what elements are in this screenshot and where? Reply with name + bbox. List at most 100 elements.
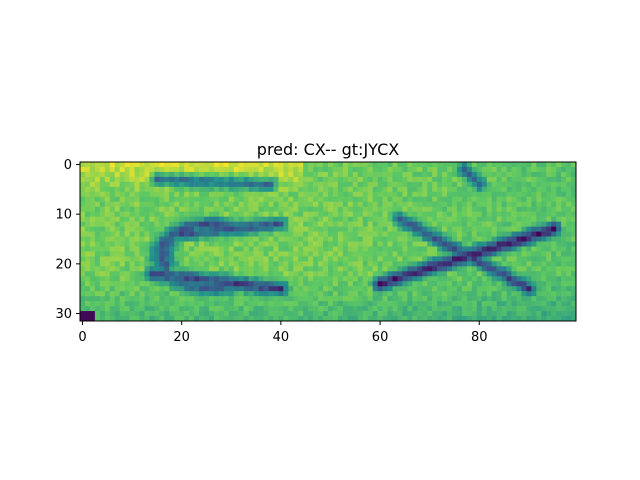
heatmap-cell — [303, 301, 309, 307]
heatmap-cell — [258, 231, 264, 237]
heatmap-cell — [442, 171, 448, 178]
heatmap-cell — [144, 271, 150, 277]
heatmap-cell — [169, 311, 175, 317]
heatmap-cell — [124, 236, 130, 242]
heatmap-cell — [293, 271, 299, 277]
heatmap-cell — [332, 226, 339, 232]
heatmap-cell — [189, 176, 195, 183]
heatmap-cell — [387, 301, 393, 307]
heatmap-cell — [392, 171, 398, 178]
heatmap-cell — [218, 176, 225, 183]
heatmap-cell — [461, 311, 468, 317]
heatmap-cell — [466, 191, 473, 198]
heatmap-cell — [243, 181, 249, 188]
heatmap-cell — [328, 162, 334, 168]
heatmap-cell — [134, 286, 140, 292]
heatmap-cell — [223, 221, 230, 227]
heatmap-cell — [456, 271, 463, 277]
heatmap-cell — [283, 301, 289, 307]
heatmap-cell — [213, 311, 220, 317]
heatmap-cell — [452, 171, 458, 178]
heatmap-cell — [119, 221, 125, 227]
heatmap-cell — [233, 221, 240, 227]
heatmap-cell — [248, 186, 254, 193]
heatmap-cell — [233, 181, 240, 188]
heatmap-cell — [442, 231, 448, 237]
heatmap-cell — [397, 191, 403, 198]
heatmap-cell — [89, 251, 96, 257]
heatmap-cell — [486, 211, 492, 217]
heatmap-cell — [392, 221, 398, 227]
heatmap-cell — [541, 241, 547, 247]
heatmap-cell — [263, 301, 269, 307]
heatmap-cell — [223, 301, 230, 307]
heatmap-cell — [397, 256, 403, 262]
heatmap-cell — [372, 286, 378, 292]
heatmap-cell — [432, 196, 438, 203]
heatmap-cell — [258, 276, 264, 282]
heatmap-cell — [402, 301, 408, 307]
heatmap-cell — [228, 196, 235, 203]
heatmap-cell — [377, 251, 383, 257]
heatmap-cell — [109, 216, 116, 222]
heatmap-cell — [347, 201, 354, 208]
heatmap-cell — [367, 216, 373, 222]
heatmap-cell — [531, 176, 537, 183]
heatmap-cell — [104, 316, 111, 322]
heatmap-cell — [80, 246, 86, 252]
heatmap-cell — [253, 281, 259, 287]
heatmap-cell — [367, 166, 373, 173]
heatmap-cell — [154, 311, 160, 317]
heatmap-cell — [119, 311, 125, 317]
heatmap-cell — [80, 166, 86, 173]
heatmap-cell — [313, 291, 319, 297]
heatmap-cell — [412, 241, 418, 247]
heatmap-cell — [218, 316, 225, 322]
heatmap-cell — [566, 241, 572, 247]
heatmap-cell — [551, 162, 557, 168]
heatmap-cell — [119, 162, 125, 168]
heatmap-cell — [273, 176, 279, 183]
heatmap-cell — [184, 221, 190, 227]
heatmap-cell — [362, 221, 368, 227]
heatmap-cell — [541, 261, 547, 267]
heatmap-cell — [342, 251, 349, 257]
heatmap-cell — [273, 162, 279, 168]
heatmap-cell — [352, 171, 359, 178]
heatmap-cell — [437, 211, 443, 217]
heatmap-cell — [397, 176, 403, 183]
heatmap-cell — [561, 162, 567, 168]
heatmap-cell — [89, 191, 96, 198]
heatmap-cell — [164, 191, 170, 198]
heatmap-cell — [461, 196, 468, 203]
heatmap-cell — [233, 296, 240, 302]
heatmap-cell — [104, 256, 111, 262]
heatmap-cell — [288, 241, 294, 247]
heatmap-cell — [134, 181, 140, 188]
heatmap-cell — [342, 176, 349, 183]
heatmap-cell — [109, 281, 116, 287]
heatmap-cell — [387, 201, 393, 208]
heatmap-cell — [486, 201, 492, 208]
heatmap-cell — [337, 281, 344, 287]
heatmap-cell — [99, 311, 106, 317]
heatmap-cell — [268, 311, 274, 317]
heatmap-cell — [551, 201, 557, 208]
heatmap-cell — [546, 206, 552, 212]
heatmap-cell — [561, 276, 567, 282]
heatmap-cell — [179, 211, 185, 217]
heatmap-cell — [263, 201, 269, 208]
heatmap-cell — [179, 241, 185, 247]
heatmap-cell — [323, 201, 329, 208]
heatmap-cell — [94, 186, 101, 193]
heatmap-cell — [521, 301, 527, 307]
heatmap-cell — [382, 271, 388, 277]
heatmap-cell — [447, 251, 453, 257]
heatmap-cell — [357, 291, 364, 297]
heatmap-cell — [84, 306, 91, 312]
heatmap-cell — [263, 206, 269, 212]
heatmap-cell — [218, 201, 225, 208]
heatmap-cell — [233, 201, 240, 208]
heatmap-cell — [392, 206, 398, 212]
heatmap-cell — [119, 276, 125, 282]
